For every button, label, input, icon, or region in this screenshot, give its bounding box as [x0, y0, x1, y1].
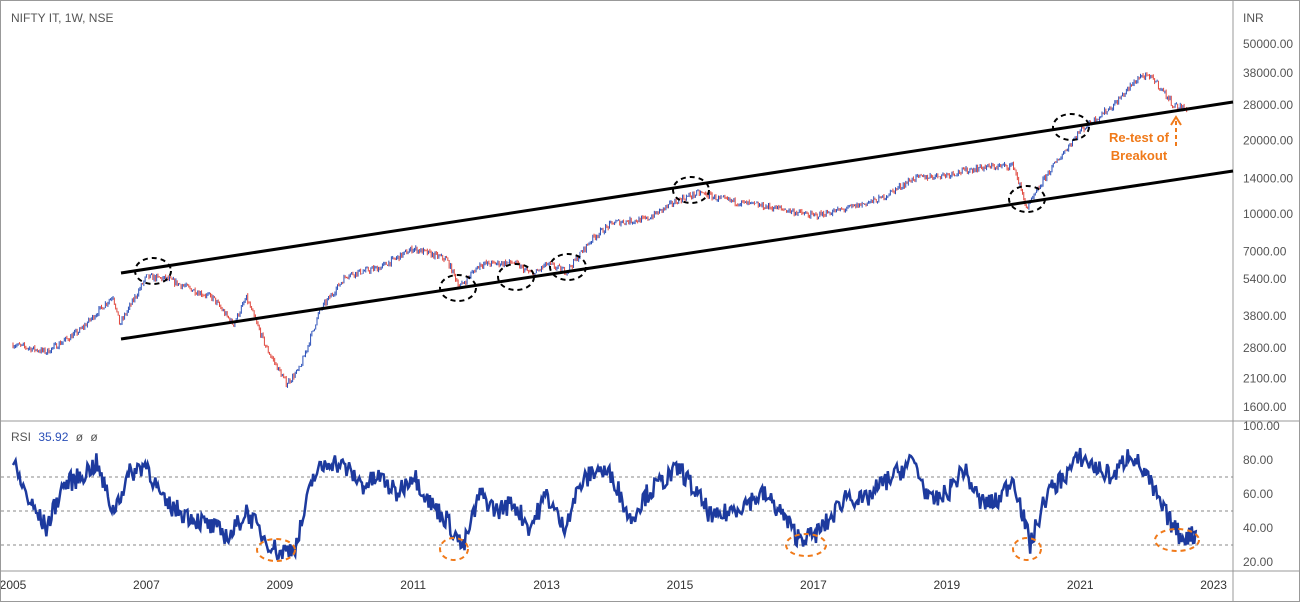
- channel-upper-line: [120, 100, 1234, 275]
- time-tick-label: 2005: [1, 578, 27, 592]
- price-tick-label: 20000.00: [1243, 134, 1293, 148]
- time-tick-label: 2013: [533, 578, 560, 592]
- price-tick-label: 1600.00: [1243, 400, 1287, 414]
- price-tick-label: 3800.00: [1243, 309, 1287, 323]
- time-tick-label: 2019: [933, 578, 960, 592]
- oversold-circle: [785, 533, 827, 557]
- price-tick-label: 28000.00: [1243, 98, 1293, 112]
- rsi-value: 35.92: [38, 430, 69, 444]
- price-tick-label: 38000.00: [1243, 66, 1293, 80]
- rsi-tick-label: 20.00: [1243, 555, 1273, 569]
- price-tick-label: 2100.00: [1243, 371, 1287, 385]
- currency-label: INR: [1243, 11, 1264, 25]
- oversold-circle: [1154, 528, 1200, 552]
- rsi-legend: RSI 35.92 ø ø: [11, 430, 98, 444]
- price-tick-label: 7000.00: [1243, 244, 1287, 258]
- price-tick-label: 5400.00: [1243, 272, 1287, 286]
- oversold-circle: [256, 538, 296, 562]
- rsi-tick-label: 60.00: [1243, 487, 1273, 501]
- price-tick-label: 10000.00: [1243, 207, 1293, 221]
- touch-point-circle: [1052, 113, 1090, 141]
- rsi-tick-label: 40.00: [1243, 521, 1273, 535]
- rsi-param-1: ø: [75, 430, 84, 444]
- retest-annotation: Re-test of Breakout: [1109, 129, 1169, 165]
- touch-point-circle: [1008, 185, 1046, 213]
- touch-point-circle: [549, 253, 587, 281]
- time-tick-label: 2021: [1067, 578, 1094, 592]
- time-tick-label: 2017: [800, 578, 827, 592]
- touch-point-circle: [439, 274, 477, 302]
- time-tick-label: 2023: [1200, 578, 1227, 592]
- chart-title: NIFTY IT, 1W, NSE: [11, 11, 114, 25]
- time-tick-label: 2011: [400, 578, 426, 592]
- annotation-line-2: Breakout: [1110, 148, 1168, 163]
- rsi-tick-label: 80.00: [1243, 453, 1273, 467]
- annotation-line-1: Re-test of: [1109, 130, 1169, 145]
- touch-point-circle: [497, 263, 535, 291]
- arrow-head-icon: [1170, 115, 1182, 126]
- touch-point-circle: [134, 257, 172, 285]
- channel-lower-line: [120, 169, 1234, 341]
- rsi-param-2: ø: [90, 430, 98, 444]
- price-tick-label: 50000.00: [1243, 37, 1293, 51]
- oversold-circle: [439, 537, 469, 561]
- price-tick-label: 2800.00: [1243, 341, 1287, 355]
- time-tick-label: 2007: [133, 578, 160, 592]
- time-tick-label: 2015: [667, 578, 694, 592]
- touch-point-circle: [672, 176, 710, 204]
- price-tick-label: 14000.00: [1243, 171, 1293, 185]
- rsi-tick-label: 100.00: [1243, 419, 1280, 433]
- rsi-line: [11, 447, 1198, 561]
- time-tick-label: 2009: [266, 578, 293, 592]
- oversold-circle: [1012, 537, 1042, 561]
- rsi-name: RSI: [11, 430, 32, 444]
